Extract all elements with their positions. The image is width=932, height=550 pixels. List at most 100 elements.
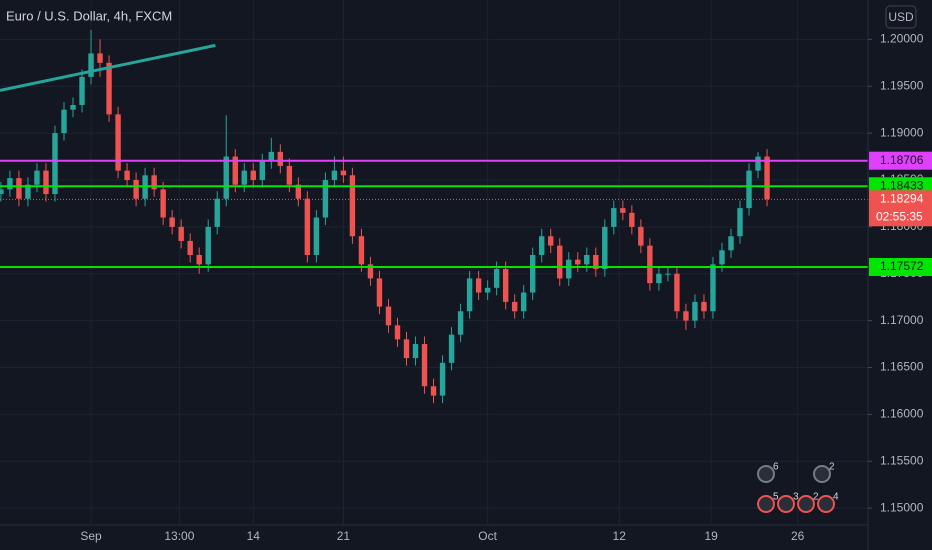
candle-body [448,334,455,363]
candle-body [268,151,275,162]
candle-body [557,245,563,279]
candle-body [548,236,554,246]
trend-line [0,43,216,92]
candle-body [683,311,689,321]
event-badge [777,495,795,513]
event-badge-count: 4 [833,492,839,503]
candle-body [629,212,635,227]
x-tick-label: 13:00 [164,529,194,543]
candle-body [79,76,85,105]
candle-body [97,53,103,63]
y-tick-label: 1.15000 [880,500,924,514]
candle-body [620,208,626,213]
event-badge [817,495,835,513]
candle-body [241,170,247,185]
candle-body [584,255,590,265]
candle-body [602,226,608,270]
x-tick-label: Sep [80,529,102,543]
candle-body [25,184,31,199]
candle-body [34,170,40,185]
candle-body [475,278,482,293]
candle-body [0,189,4,195]
candle-body [539,236,545,255]
candle-body [385,306,392,326]
candle-body [656,273,662,284]
candle-body [115,114,121,171]
event-badge [757,495,775,513]
candle-body [403,339,410,359]
candle-body [250,170,256,180]
candle-body [16,178,22,199]
candle-body [232,156,238,185]
candle-body [277,151,284,166]
currency-label[interactable]: USD [888,10,914,24]
candle-body [692,301,698,321]
candle-body [737,208,743,237]
candle-body [710,264,716,312]
chart-title: Euro / U.S. Dollar, 4h, FXCM [6,8,172,23]
candle-body [611,208,617,227]
last-price-tag [869,190,932,227]
event-badge-count: 2 [829,462,835,473]
y-tick-label: 1.16500 [880,360,924,374]
candle-body [349,175,356,237]
x-tick-label: 12 [613,529,627,543]
event-badge [797,495,815,513]
candle-body [746,170,752,209]
candle-body [52,133,58,195]
event-badge [757,465,775,483]
candle-body [313,217,320,255]
candle-body [493,269,500,288]
last-price-label: 1.18294 [880,191,924,205]
candle-body [61,109,67,134]
y-tick-label: 1.19500 [880,78,924,92]
candle-body [214,198,220,227]
candle-body [304,198,311,255]
candle-body [638,226,644,246]
price-line-tag [869,151,932,170]
x-tick-label: 19 [704,529,718,543]
candle-body [259,161,265,180]
candle-body [367,264,374,279]
event-badge-count: 5 [773,492,779,503]
currency-button[interactable] [885,5,917,29]
candle-body [223,156,229,199]
candle-body [457,311,464,335]
candle-body [466,278,473,312]
candle-body [331,170,338,180]
price-line-label: 1.17572 [880,259,924,273]
candle-body [322,180,329,218]
candle-body [358,236,365,265]
x-tick-label: Oct [478,529,497,543]
candle-body [205,226,211,265]
candle-body [566,259,572,279]
candle-body [106,62,112,115]
candle-body [412,344,419,359]
x-tick-label: 21 [337,529,351,543]
candle-body [484,287,491,293]
candle-body [124,170,130,180]
candle-body [70,105,76,110]
candle-body [178,226,184,241]
x-tick-label: 26 [791,529,805,543]
candle-body [151,175,157,190]
candle-body [502,269,509,302]
candle-body [647,245,653,284]
candle-body [728,236,734,251]
candle-body [196,255,202,265]
candle-body [43,170,49,195]
candle-body [520,292,527,312]
candle-body [701,301,707,312]
countdown: 02:55:35 [876,209,923,223]
y-tick-label: 1.15500 [880,453,924,467]
candle-body [439,362,446,396]
candle-body [340,170,347,176]
y-tick-label: 1.20000 [880,32,924,46]
candle-body [421,344,428,387]
candle-body [430,386,437,396]
y-tick-label: 1.16000 [880,407,924,421]
y-tick-label: 1.17000 [880,313,924,327]
candle-body [376,278,383,307]
